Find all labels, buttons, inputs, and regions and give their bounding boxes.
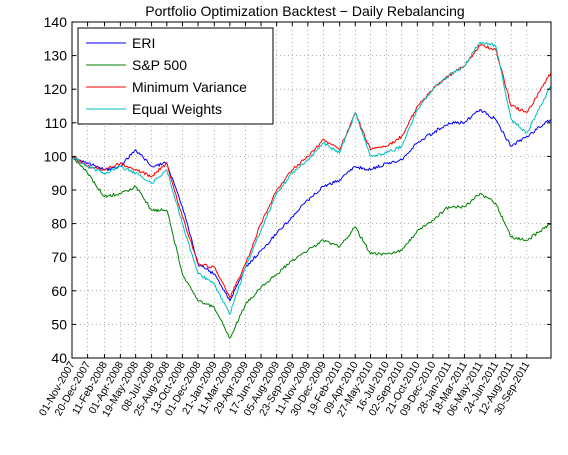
y-axis: 40 50 60 70 80 90 100 110 120 130 140	[44, 14, 551, 366]
series-line-2	[71, 155, 552, 339]
y-tick-label: 70	[51, 249, 67, 265]
y-tick-label: 100	[44, 148, 68, 164]
legend-box	[77, 27, 274, 125]
y-tick-label: 40	[51, 350, 67, 366]
y-tick-label: 80	[51, 216, 67, 232]
chart-title: Portfolio Optimization Backtest − Daily …	[145, 3, 464, 19]
y-tick-label: 120	[44, 81, 68, 97]
legend-label: S&P 500	[132, 57, 187, 73]
legend-label: Equal Weights	[132, 101, 222, 117]
y-tick-label: 90	[51, 182, 67, 198]
series-line-4	[71, 41, 552, 315]
series-line-3	[71, 43, 552, 298]
legend-label: Minimum Variance	[132, 79, 247, 95]
legend-label: ERI	[132, 35, 155, 51]
y-tick-label: 60	[51, 283, 67, 299]
legend: ERI S&P 500 Minimum Variance Equal Weights	[77, 27, 274, 125]
series-lines	[71, 41, 552, 339]
y-tick-label: 130	[44, 48, 68, 64]
y-tick-label: 50	[51, 316, 67, 332]
y-tick-label: 140	[44, 14, 68, 30]
y-tick-label: 110	[45, 115, 68, 131]
series-line-1	[71, 108, 552, 302]
